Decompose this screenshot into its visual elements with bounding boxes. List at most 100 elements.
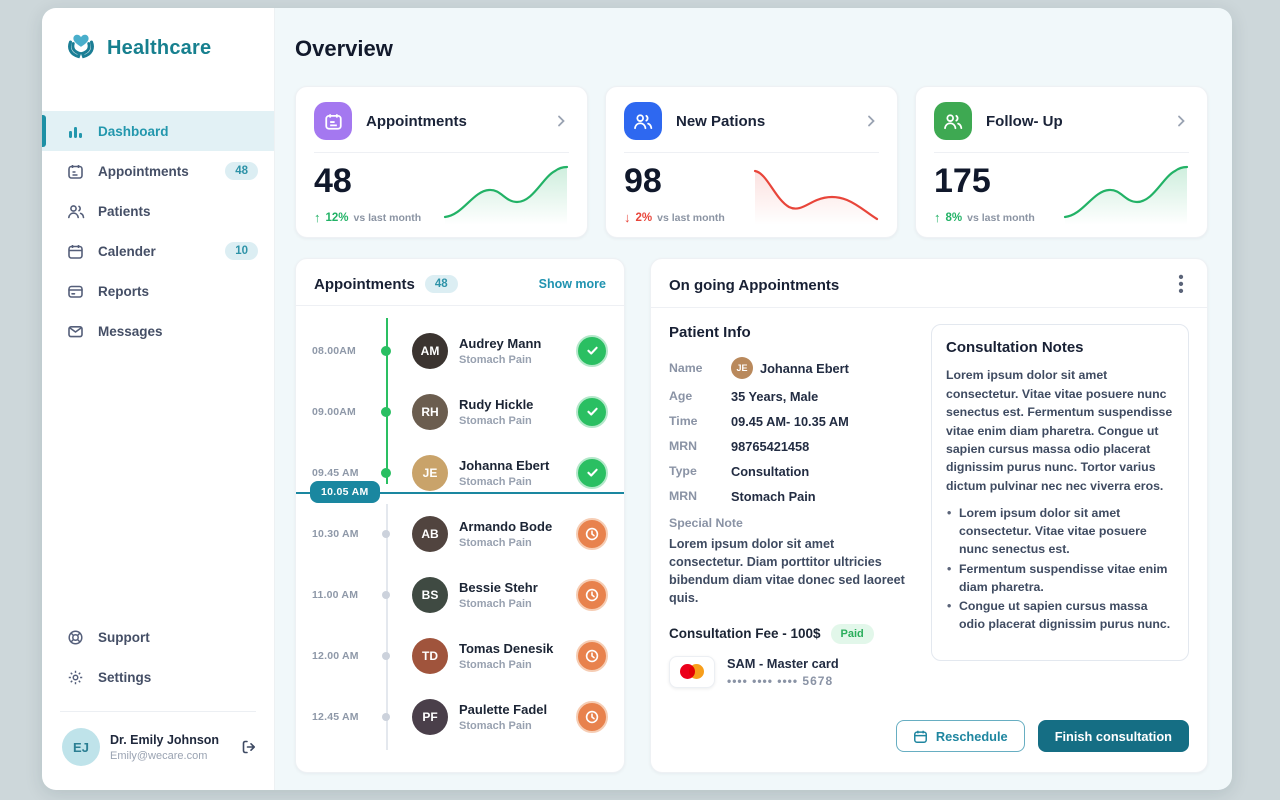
sidebar-item-label: Settings xyxy=(98,669,152,685)
sidebar-item-patients[interactable]: Patients xyxy=(42,191,274,231)
status-icon xyxy=(576,334,608,367)
stat-card-new-pations[interactable]: New Pations 98 ↓ 2% vs last month xyxy=(605,86,898,238)
patient-info: Patient Info Name JE Johanna Ebert Age 35… xyxy=(669,324,909,720)
check-icon xyxy=(586,346,598,355)
appointments-timeline: 08.00AM AM Audrey Mann Stomach Pain 09.0… xyxy=(296,306,624,772)
sidebar-item-label: Patients xyxy=(98,203,151,219)
patient-avatar: JE xyxy=(412,454,448,491)
appointment-row[interactable]: 09.45 AM JE Johanna Ebert Stomach Pain xyxy=(296,442,624,503)
appointment-row[interactable]: 12.45 AM PF Paulette Fadel Stomach Pain xyxy=(296,686,624,747)
kebab-menu-icon[interactable]: • • • xyxy=(1178,269,1184,300)
timeline-dot xyxy=(382,712,390,721)
sidebar-item-appointments[interactable]: Appointments 48 xyxy=(42,151,274,191)
patient-complaint: Stomach Pain xyxy=(459,475,532,488)
status-icon xyxy=(576,639,608,672)
patient-complaint: Stomach Pain xyxy=(459,719,532,732)
patient-info-heading: Patient Info xyxy=(669,324,751,342)
sidebar-item-calender[interactable]: Calender 10 xyxy=(42,231,274,271)
gear-icon xyxy=(66,668,85,687)
people-icon xyxy=(934,102,972,140)
stat-cards-row: Appointments 48 ↑ 12% vs last month xyxy=(295,86,1208,238)
patient-avatar: AM xyxy=(412,332,448,369)
appointment-row[interactable]: 10.30 AM AB Armando Bode Stomach Pain xyxy=(296,503,624,564)
consultation-notes-list: Lorem ipsum dolor sit amet consectetur. … xyxy=(946,505,1174,634)
panel-title: Appointments xyxy=(314,275,415,293)
sidebar-item-label: Appointments xyxy=(98,163,189,179)
patient-name: Paulette Fadel xyxy=(459,701,548,717)
clock-icon xyxy=(585,527,599,540)
appointment-time: 08.00AM xyxy=(312,344,357,357)
delta-note: vs last month xyxy=(967,211,1035,224)
stat-card-follow-up[interactable]: Follow- Up 175 ↑ 8% vs last month xyxy=(915,86,1208,238)
patient-name: Audrey Mann xyxy=(459,335,542,351)
clock-icon xyxy=(585,710,599,723)
sidebar-item-label: Messages xyxy=(98,323,163,339)
chevron-right-icon[interactable] xyxy=(863,113,879,129)
show-more-link[interactable]: Show more xyxy=(538,277,606,291)
user-avatar: EJ xyxy=(62,728,100,766)
clock-icon xyxy=(585,588,599,601)
stat-value: 175 xyxy=(934,162,991,200)
sidebar-item-support[interactable]: Support xyxy=(42,617,274,657)
sparkline-up xyxy=(443,166,569,226)
note-bullet: Lorem ipsum dolor sit amet consectetur. … xyxy=(946,505,1174,558)
patient-avatar: TD xyxy=(412,637,448,674)
heart-hands-icon xyxy=(64,30,98,67)
clock-icon xyxy=(585,649,599,662)
status-icon xyxy=(576,517,608,550)
timeline-dot xyxy=(382,529,390,538)
logout-icon[interactable] xyxy=(240,738,258,756)
envelope-icon xyxy=(66,322,85,341)
patient-field-mrn: MRN 98765421458 xyxy=(669,438,810,454)
calendar-icon xyxy=(66,242,85,261)
calendar-icon xyxy=(66,162,85,181)
sparkline-up xyxy=(1063,166,1189,226)
patient-name: Bessie Stehr xyxy=(459,579,538,595)
payment-method: SAM - Master card •••• •••• •••• 5678 xyxy=(669,655,909,688)
trend-up-icon: ↑ xyxy=(314,210,321,226)
timeline-dot xyxy=(381,467,391,478)
reschedule-button[interactable]: Reschedule xyxy=(895,720,1025,752)
report-card-icon xyxy=(66,282,85,301)
card-name: SAM - Master card xyxy=(727,655,839,671)
appointment-row[interactable]: 09.00AM RH Rudy Hickle Stomach Pain xyxy=(296,381,624,442)
appointment-time: 12.45 AM xyxy=(312,710,359,723)
timeline-dot xyxy=(382,651,390,660)
patient-avatar: PF xyxy=(412,698,448,735)
current-time-line: 10.05 AM xyxy=(296,481,624,503)
user-email: Emily@wecare.com xyxy=(110,749,208,762)
brand-logo: Healthcare xyxy=(42,8,274,67)
patient-field-name: Name JE Johanna Ebert xyxy=(669,357,909,380)
sidebar-item-reports[interactable]: Reports xyxy=(42,271,274,311)
sidebar-item-settings[interactable]: Settings xyxy=(42,657,274,697)
stat-card-appointments[interactable]: Appointments 48 ↑ 12% vs last month xyxy=(295,86,588,238)
user-card[interactable]: EJ Dr. Emily Johnson Emily@wecare.com xyxy=(42,726,274,774)
appointments-count-badge: 48 xyxy=(424,275,458,293)
finish-consultation-button[interactable]: Finish consultation xyxy=(1037,720,1189,752)
chevron-right-icon[interactable] xyxy=(1173,113,1189,129)
brand-name: Healthcare xyxy=(107,37,212,59)
appointment-row[interactable]: 08.00AM AM Audrey Mann Stomach Pain xyxy=(296,320,624,381)
sidebar-item-label: Support xyxy=(98,629,150,645)
timeline-dot xyxy=(382,590,390,599)
patient-field-time: Time 09.45 AM- 10.35 AM xyxy=(669,413,849,429)
chevron-right-icon[interactable] xyxy=(553,113,569,129)
status-icon xyxy=(576,578,608,611)
delta-note: vs last month xyxy=(657,211,725,224)
patient-avatar: RH xyxy=(412,393,448,430)
patient-field-type: Type Consultation xyxy=(669,463,810,479)
delta-percent: 2% xyxy=(635,211,653,224)
sidebar-item-dashboard[interactable]: Dashboard xyxy=(42,111,274,151)
patient-complaint: Stomach Pain xyxy=(459,536,532,549)
sidebar-item-messages[interactable]: Messages xyxy=(42,311,274,351)
appointment-row[interactable]: 11.00 AM BS Bessie Stehr Stomach Pain xyxy=(296,564,624,625)
appointment-row[interactable]: 12.00 AM TD Tomas Denesik Stomach Pain xyxy=(296,625,624,686)
lifebuoy-icon xyxy=(66,628,85,647)
sidebar-item-label: Reports xyxy=(98,283,150,299)
timeline-rows: 08.00AM AM Audrey Mann Stomach Pain 09.0… xyxy=(296,320,624,747)
stat-card-title: Follow- Up xyxy=(986,112,1063,130)
timeline-dot xyxy=(381,406,391,417)
special-note-label: Special Note xyxy=(669,516,743,531)
timeline-line-past xyxy=(386,318,388,484)
special-note-text: Lorem ipsum dolor sit amet consectetur. … xyxy=(669,537,905,605)
